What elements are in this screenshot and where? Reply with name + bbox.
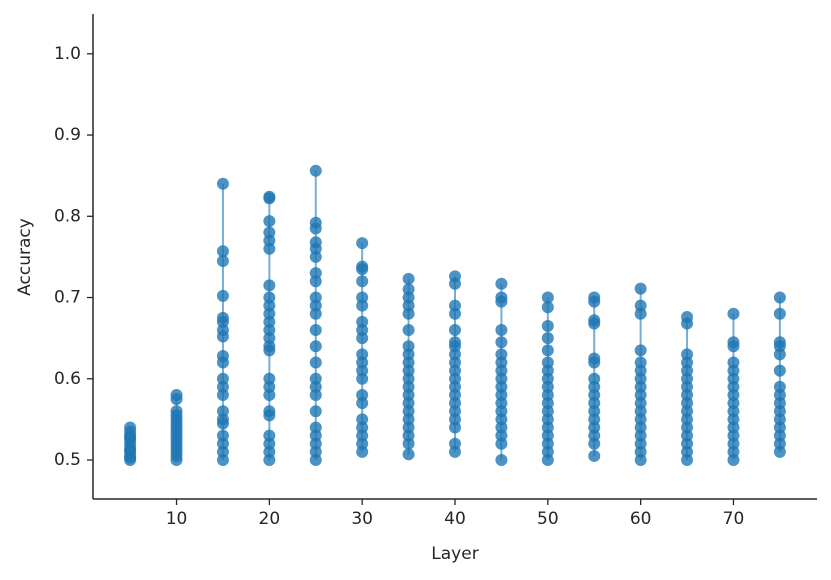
point xyxy=(634,344,647,357)
point xyxy=(263,344,276,357)
point xyxy=(634,307,647,320)
point xyxy=(541,332,554,345)
point xyxy=(263,454,276,467)
point xyxy=(495,324,508,337)
point xyxy=(541,301,554,314)
point xyxy=(495,336,508,349)
x-tick-label: 60 xyxy=(630,509,652,529)
point xyxy=(309,405,322,418)
point xyxy=(356,397,369,410)
point xyxy=(170,454,183,467)
point xyxy=(495,295,508,308)
point xyxy=(309,275,322,288)
point xyxy=(773,364,786,377)
x-tick-label: 50 xyxy=(537,509,559,529)
point xyxy=(216,177,229,190)
point xyxy=(727,340,740,353)
point xyxy=(216,254,229,267)
y-tick-label: 0.6 xyxy=(54,369,81,389)
point xyxy=(634,454,647,467)
point xyxy=(402,448,415,461)
point xyxy=(309,164,322,177)
point xyxy=(634,282,647,295)
point xyxy=(449,277,461,290)
point xyxy=(727,454,740,467)
point xyxy=(263,192,276,205)
point xyxy=(216,330,229,343)
point xyxy=(402,437,415,450)
point xyxy=(216,289,229,302)
y-tick-label: 0.7 xyxy=(54,288,81,308)
point xyxy=(263,279,276,292)
point xyxy=(309,356,322,369)
point xyxy=(356,237,369,250)
point xyxy=(309,222,322,235)
y-axis-label: Accuracy xyxy=(15,218,35,296)
point xyxy=(216,245,229,258)
x-tick-label: 40 xyxy=(444,509,466,529)
point xyxy=(681,317,694,330)
point xyxy=(588,356,601,369)
point xyxy=(216,356,229,369)
point xyxy=(124,454,137,467)
point xyxy=(541,319,554,332)
point xyxy=(727,307,740,320)
point xyxy=(263,409,276,422)
y-tick-label: 1.0 xyxy=(54,44,81,64)
point xyxy=(773,291,786,304)
point xyxy=(263,215,276,228)
point xyxy=(588,437,601,450)
point xyxy=(773,348,786,361)
point xyxy=(356,263,369,276)
point xyxy=(681,454,694,467)
point xyxy=(402,272,415,285)
point xyxy=(263,242,276,255)
point xyxy=(356,275,369,288)
point xyxy=(309,389,322,402)
point xyxy=(309,324,322,337)
point xyxy=(541,291,554,304)
y-tick-label: 0.8 xyxy=(54,206,81,226)
y-tick-label: 0.5 xyxy=(54,450,81,470)
point xyxy=(356,332,369,345)
point xyxy=(495,454,508,467)
x-tick-label: 20 xyxy=(259,509,281,529)
point xyxy=(449,445,461,458)
x-tick-label: 10 xyxy=(166,509,188,529)
point xyxy=(309,340,322,353)
point xyxy=(773,445,786,458)
point xyxy=(170,393,183,406)
point xyxy=(356,372,369,385)
point xyxy=(402,324,415,337)
point xyxy=(541,454,554,467)
point xyxy=(402,307,415,320)
point xyxy=(773,307,786,320)
point xyxy=(356,445,369,458)
x-axis-label: Layer xyxy=(431,544,478,564)
point xyxy=(309,454,322,467)
point xyxy=(588,295,601,308)
point xyxy=(309,307,322,320)
point xyxy=(356,299,369,312)
point xyxy=(263,389,276,402)
point xyxy=(541,344,554,357)
y-tick-label: 0.9 xyxy=(54,125,81,145)
point xyxy=(495,437,508,450)
point xyxy=(588,317,601,330)
point xyxy=(449,307,461,320)
point xyxy=(495,277,508,290)
point xyxy=(216,417,229,430)
x-tick-label: 70 xyxy=(723,509,745,529)
point xyxy=(449,421,461,434)
point xyxy=(216,389,229,402)
x-tick-label: 30 xyxy=(351,509,373,529)
point xyxy=(216,454,229,467)
point xyxy=(449,324,461,337)
point xyxy=(309,250,322,263)
point xyxy=(588,449,601,462)
